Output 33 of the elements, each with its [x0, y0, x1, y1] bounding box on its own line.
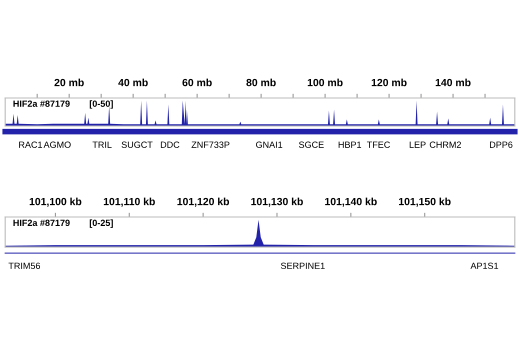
- x-tick-label: 120 mb: [372, 78, 407, 86]
- x-tick-label: 100 mb: [308, 78, 343, 86]
- x-tick-label: 60 mb: [182, 78, 212, 86]
- annotation: RAC1: [19, 142, 42, 148]
- x-tick-label: 20 mb: [54, 78, 84, 86]
- annotation: TFEC: [366, 142, 390, 148]
- annotation: LEP: [410, 142, 426, 148]
- annotation: SGCE: [298, 142, 324, 148]
- annotation: [0-50]: [90, 100, 113, 109]
- x-tick-label: 80 mb: [246, 78, 276, 86]
- annotation: TRIM56: [8, 262, 40, 270]
- x-tick-label: 140 mb: [436, 78, 471, 86]
- annotation: AP1S1: [470, 262, 498, 270]
- annotation: AGMO: [44, 142, 71, 148]
- annotation: [0-25]: [90, 219, 113, 228]
- annotation: HBP1: [338, 142, 362, 148]
- series-label: HIF2a #87179: [13, 100, 70, 107]
- x-tick-label: 40 mb: [118, 78, 148, 86]
- x-tick-label: 101,150 kb: [399, 198, 451, 207]
- annotation: GNAI1: [256, 142, 282, 148]
- annotation: CHRM2: [430, 142, 461, 148]
- x-tick-label: 101,130 kb: [251, 198, 303, 207]
- annotation: SUGCT: [122, 142, 153, 148]
- annotation: DPP6: [490, 142, 512, 148]
- x-tick-label: 101,120 kb: [177, 198, 230, 207]
- annotation: DDC: [160, 142, 180, 148]
- text: HIF2a #87179: [13, 220, 70, 226]
- x-tick-label: 101,110 kb: [104, 198, 155, 207]
- annotation: TRIL: [92, 142, 112, 148]
- annotation: ZNF733P: [192, 142, 230, 148]
- x-tick-label: 101,140 kb: [325, 198, 377, 207]
- x-tick-label: 101,100 kb: [30, 198, 82, 207]
- annotation: SERPINE1: [280, 262, 325, 270]
